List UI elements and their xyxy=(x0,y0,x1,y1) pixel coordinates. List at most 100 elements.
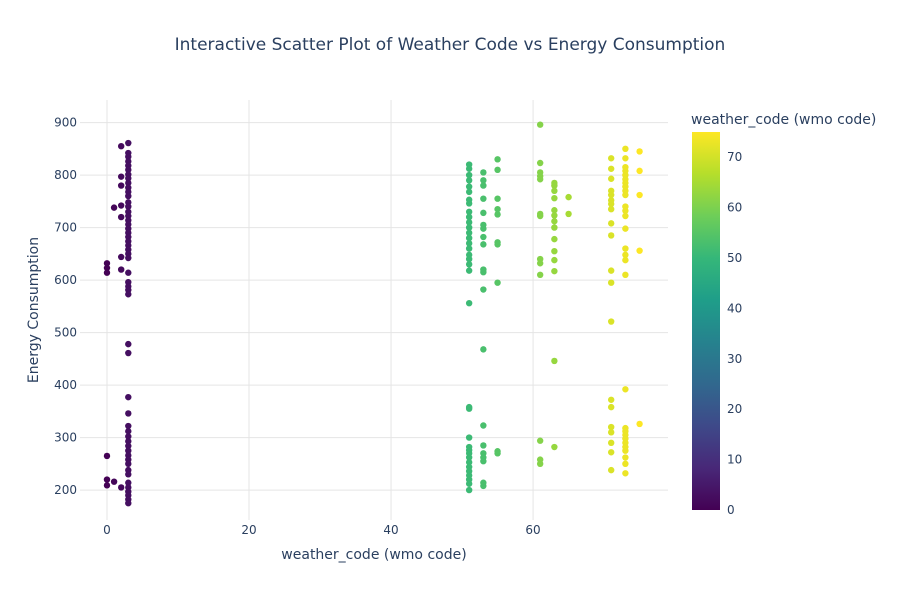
data-point[interactable] xyxy=(551,267,558,275)
data-point[interactable] xyxy=(465,261,473,268)
data-point[interactable] xyxy=(465,480,473,487)
data-point[interactable] xyxy=(125,471,132,478)
data-point[interactable] xyxy=(117,173,125,180)
data-point[interactable] xyxy=(125,410,132,417)
data-point[interactable] xyxy=(480,225,487,232)
data-point[interactable] xyxy=(551,224,558,231)
data-point[interactable] xyxy=(465,224,473,231)
data-point[interactable] xyxy=(480,241,487,248)
data-point[interactable] xyxy=(622,386,629,393)
data-point[interactable] xyxy=(607,403,615,411)
data-point[interactable] xyxy=(480,233,487,241)
data-point[interactable] xyxy=(465,405,473,412)
data-point[interactable] xyxy=(465,200,473,207)
data-point[interactable] xyxy=(536,176,544,183)
data-point[interactable] xyxy=(607,279,615,286)
data-point[interactable] xyxy=(103,264,111,272)
data-point[interactable] xyxy=(636,191,643,199)
data-point[interactable] xyxy=(494,166,501,174)
data-point[interactable] xyxy=(125,442,132,450)
data-point[interactable] xyxy=(565,193,572,201)
data-point[interactable] xyxy=(125,438,132,445)
data-point[interactable] xyxy=(622,145,629,153)
data-point[interactable] xyxy=(125,460,132,468)
data-point[interactable] xyxy=(125,428,132,435)
data-point[interactable] xyxy=(536,437,544,444)
data-point[interactable] xyxy=(465,183,473,190)
data-point[interactable] xyxy=(607,200,615,208)
data-point[interactable] xyxy=(622,225,629,232)
data-point[interactable] xyxy=(607,466,615,474)
data-point[interactable] xyxy=(465,255,473,263)
data-point[interactable] xyxy=(125,422,132,430)
data-point[interactable] xyxy=(636,167,643,175)
data-point[interactable] xyxy=(125,179,132,187)
data-point[interactable] xyxy=(125,203,132,210)
data-point[interactable] xyxy=(103,476,111,483)
data-point[interactable] xyxy=(551,256,558,264)
data-point[interactable] xyxy=(117,182,125,189)
data-point[interactable] xyxy=(125,192,132,200)
data-point[interactable] xyxy=(117,213,125,221)
data-point[interactable] xyxy=(494,211,501,218)
data-point[interactable] xyxy=(480,458,487,465)
data-point[interactable] xyxy=(103,269,111,276)
data-point[interactable] xyxy=(125,153,132,160)
data-point[interactable] xyxy=(536,271,544,279)
data-point[interactable] xyxy=(536,460,544,468)
data-point[interactable] xyxy=(117,143,125,150)
data-point[interactable] xyxy=(622,207,629,214)
data-point[interactable] xyxy=(125,166,132,174)
data-point[interactable] xyxy=(636,247,643,254)
data-point[interactable] xyxy=(480,482,487,490)
data-point[interactable] xyxy=(465,299,473,307)
data-point[interactable] xyxy=(125,447,132,454)
data-point[interactable] xyxy=(125,291,132,298)
data-point[interactable] xyxy=(117,484,125,491)
data-point[interactable] xyxy=(536,212,544,220)
data-point[interactable] xyxy=(465,208,473,216)
data-point[interactable] xyxy=(117,253,125,261)
data-point[interactable] xyxy=(536,121,544,128)
data-point[interactable] xyxy=(607,449,615,456)
data-point[interactable] xyxy=(622,155,629,162)
data-point[interactable] xyxy=(465,240,473,247)
data-point[interactable] xyxy=(125,175,132,182)
data-point[interactable] xyxy=(125,433,132,440)
data-point[interactable] xyxy=(551,357,558,365)
data-point[interactable] xyxy=(125,349,132,357)
data-point[interactable] xyxy=(465,267,473,274)
data-point[interactable] xyxy=(551,248,558,255)
data-point[interactable] xyxy=(622,460,629,468)
data-point[interactable] xyxy=(551,207,558,214)
data-point[interactable] xyxy=(494,195,501,202)
data-point[interactable] xyxy=(494,241,501,248)
data-point[interactable] xyxy=(110,478,118,485)
data-point[interactable] xyxy=(551,194,558,202)
data-point[interactable] xyxy=(622,454,629,461)
data-point[interactable] xyxy=(622,271,629,279)
data-point[interactable] xyxy=(480,442,487,449)
data-point[interactable] xyxy=(480,182,487,189)
data-point[interactable] xyxy=(636,420,643,428)
data-point[interactable] xyxy=(494,279,501,286)
data-point[interactable] xyxy=(536,260,544,267)
data-point[interactable] xyxy=(465,219,473,226)
data-point[interactable] xyxy=(480,177,487,184)
data-point[interactable] xyxy=(607,155,615,162)
data-point[interactable] xyxy=(480,195,487,202)
data-point[interactable] xyxy=(494,450,501,457)
data-point[interactable] xyxy=(607,206,615,213)
data-point[interactable] xyxy=(480,346,487,353)
data-point[interactable] xyxy=(103,482,111,489)
data-point[interactable] xyxy=(536,159,544,167)
data-point[interactable] xyxy=(480,209,487,217)
data-point[interactable] xyxy=(565,210,572,218)
data-point[interactable] xyxy=(465,454,473,461)
data-point[interactable] xyxy=(465,171,473,179)
data-point[interactable] xyxy=(607,423,615,431)
data-point[interactable] xyxy=(125,500,132,507)
data-point[interactable] xyxy=(551,187,558,195)
data-point[interactable] xyxy=(622,447,629,454)
data-point[interactable] xyxy=(125,139,132,147)
